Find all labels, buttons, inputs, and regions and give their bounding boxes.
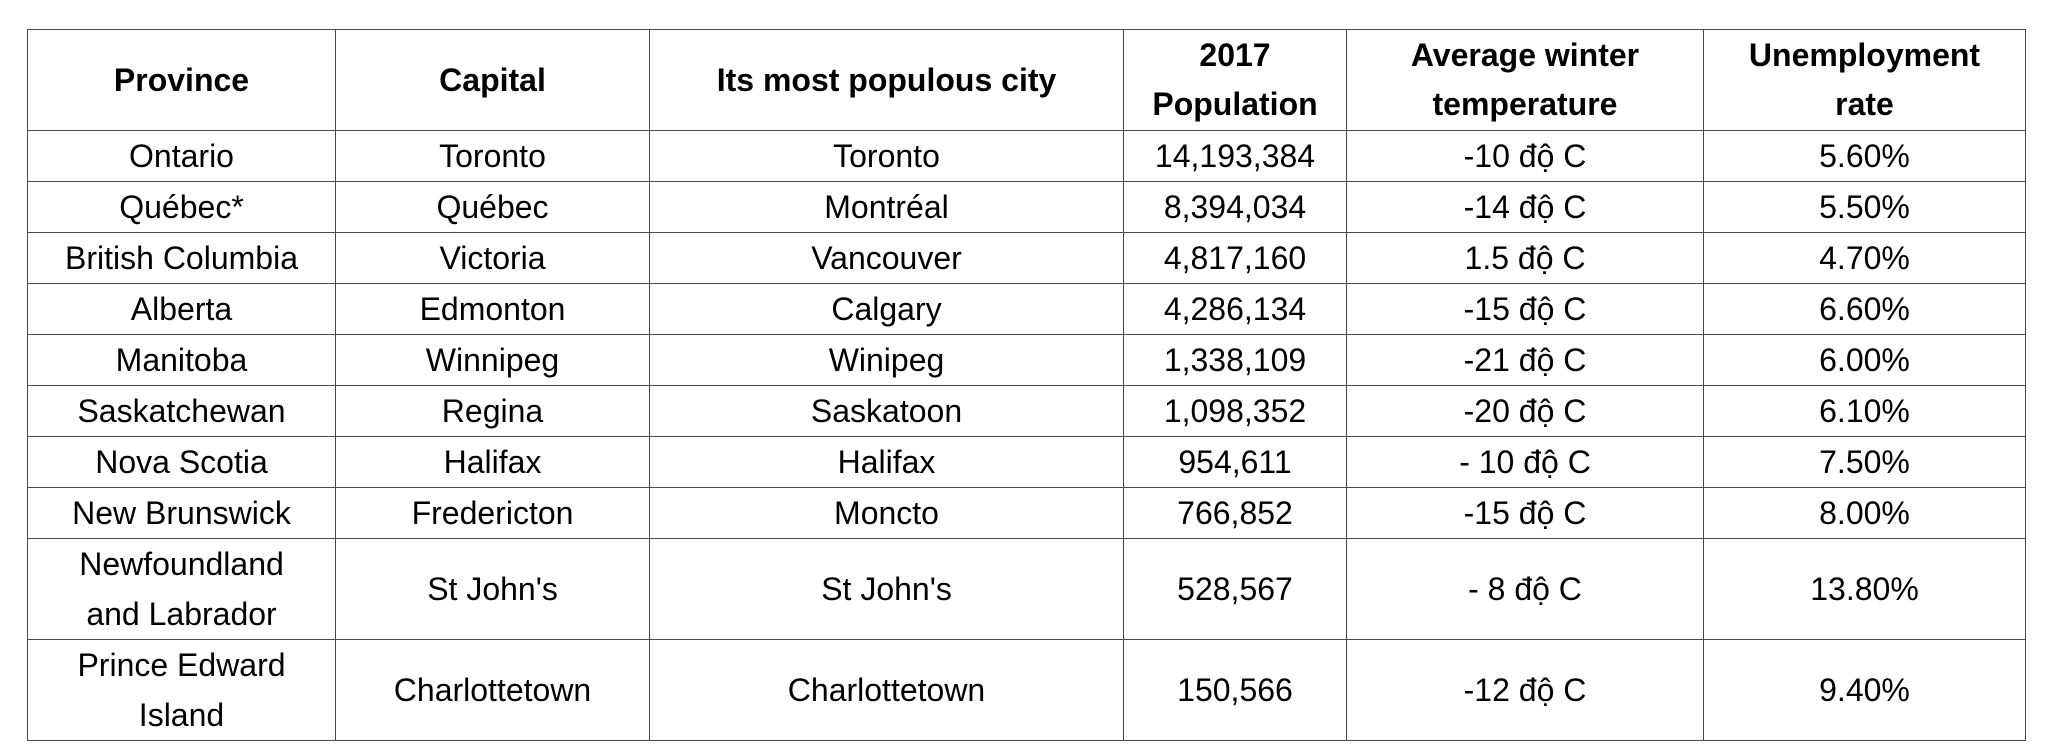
province-name-line: Prince Edward (77, 647, 286, 683)
cell-unemployment: 6.00% (1703, 334, 2026, 386)
table-row: Newfoundland and Labrador St John's St John… (27, 538, 2026, 640)
cell-province: Newfoundland and Labrador (27, 538, 336, 640)
cell-population: 150,566 (1123, 639, 1347, 741)
cell-temperature: -20 độ C (1346, 385, 1704, 437)
cell-temperature: -15 độ C (1346, 283, 1704, 335)
cell-unemployment: 9.40% (1703, 639, 2026, 741)
cell-province: Prince Edward Island (27, 639, 336, 741)
cell-population: 766,852 (1123, 487, 1347, 539)
cell-temperature: -15 độ C (1346, 487, 1704, 539)
cell-province: Nova Scotia (27, 436, 336, 488)
cell-population: 4,286,134 (1123, 283, 1347, 335)
cell-populous-city: Vancouver (649, 232, 1124, 284)
header-unemployment-line: Unemployment (1748, 37, 1981, 73)
province-name-line: Manitoba (115, 342, 248, 378)
header-population-line: 2017 (1199, 37, 1271, 73)
header-temperature-line: temperature (1432, 86, 1618, 122)
cell-populous-city: Winipeg (649, 334, 1124, 386)
cell-unemployment: 8.00% (1703, 487, 2026, 539)
cell-capital: Regina (335, 385, 650, 437)
province-name-line: and Labrador (86, 596, 277, 632)
cell-populous-city: St John's (649, 538, 1124, 640)
cell-population: 954,611 (1123, 436, 1347, 488)
province-name-line: Québec* (119, 189, 244, 225)
cell-capital: St John's (335, 538, 650, 640)
table-row: Prince Edward Island Charlottetown Charlott… (27, 639, 2026, 741)
cell-province: Ontario (27, 130, 336, 182)
province-name-line: Alberta (130, 291, 233, 327)
cell-populous-city: Montréal (649, 181, 1124, 233)
header-unemployment-line: rate (1835, 86, 1894, 122)
cell-population: 4,817,160 (1123, 232, 1347, 284)
cell-populous-city: Halifax (649, 436, 1124, 488)
cell-populous-city: Charlottetown (649, 639, 1124, 741)
province-name-line: Nova Scotia (95, 444, 268, 480)
province-name-line: British Columbia (65, 240, 298, 276)
table-row: British Columbia Victoria Vancouver 4,817,1… (27, 232, 2026, 284)
province-name-line: Newfoundland (79, 546, 284, 582)
cell-temperature: -21 độ C (1346, 334, 1704, 386)
cell-capital: Victoria (335, 232, 650, 284)
cell-province: New Brunswick (27, 487, 336, 539)
header-capital: Capital (335, 29, 650, 131)
cell-unemployment: 6.10% (1703, 385, 2026, 437)
cell-unemployment: 13.80% (1703, 538, 2026, 640)
province-name-line: New Brunswick (72, 495, 291, 531)
cell-capital: Toronto (335, 130, 650, 182)
cell-populous-city: Calgary (649, 283, 1124, 335)
cell-province: Québec* (27, 181, 336, 233)
cell-populous-city: Toronto (649, 130, 1124, 182)
provinces-table: Province Capital Its most populous city … (27, 29, 2026, 741)
cell-temperature: -12 độ C (1346, 639, 1704, 741)
cell-province: British Columbia (27, 232, 336, 284)
province-name-line: Ontario (129, 138, 234, 174)
province-name-line: Island (138, 697, 225, 733)
cell-province: Alberta (27, 283, 336, 335)
cell-province: Manitoba (27, 334, 336, 386)
cell-population: 8,394,034 (1123, 181, 1347, 233)
cell-populous-city: Saskatoon (649, 385, 1124, 437)
cell-population: 14,193,384 (1123, 130, 1347, 182)
cell-unemployment: 5.50% (1703, 181, 2026, 233)
table-row: Québec* Québec Montréal 8,394,034 -14 độ C 5.… (27, 181, 2026, 233)
header-temperature-line: Average winter (1410, 37, 1640, 73)
cell-capital: Halifax (335, 436, 650, 488)
table-row: Saskatchewan Regina Saskatoon 1,098,352 -20 … (27, 385, 2026, 437)
cell-population: 528,567 (1123, 538, 1347, 640)
cell-capital: Winnipeg (335, 334, 650, 386)
cell-capital: Edmonton (335, 283, 650, 335)
table-row: Manitoba Winnipeg Winipeg 1,338,109 -21 độ C… (27, 334, 2026, 386)
header-unemployment: Unemployment rate (1703, 29, 2026, 131)
cell-capital: Charlottetown (335, 639, 650, 741)
province-name-line: Saskatchewan (77, 393, 286, 429)
header-population-line: Population (1152, 86, 1318, 122)
cell-unemployment: 5.60% (1703, 130, 2026, 182)
cell-province: Saskatchewan (27, 385, 336, 437)
header-province: Province (27, 29, 336, 131)
cell-temperature: 1.5 độ C (1346, 232, 1704, 284)
cell-population: 1,338,109 (1123, 334, 1347, 386)
cell-temperature: -14 độ C (1346, 181, 1704, 233)
table-header: Province Capital Its most populous city … (27, 29, 2026, 131)
table-row: New Brunswick Fredericton Moncto 766,852 -15… (27, 487, 2026, 539)
header-population: 2017 Population (1123, 29, 1347, 131)
cell-temperature: - 10 độ C (1346, 436, 1704, 488)
cell-temperature: -10 độ C (1346, 130, 1704, 182)
table-row: Nova Scotia Halifax Halifax 954,611- 10 độ … (27, 436, 2026, 488)
cell-unemployment: 4.70% (1703, 232, 2026, 284)
header-temperature: Average winter temperature (1346, 29, 1704, 131)
cell-capital: Québec (335, 181, 650, 233)
cell-temperature: - 8 độ C (1346, 538, 1704, 640)
header-populous-city: Its most populous city (649, 29, 1124, 131)
cell-capital: Fredericton (335, 487, 650, 539)
cell-unemployment: 6.60% (1703, 283, 2026, 335)
header-row: Province Capital Its most populous city … (27, 29, 2026, 131)
cell-populous-city: Moncto (649, 487, 1124, 539)
cell-unemployment: 7.50% (1703, 436, 2026, 488)
cell-population: 1,098,352 (1123, 385, 1347, 437)
